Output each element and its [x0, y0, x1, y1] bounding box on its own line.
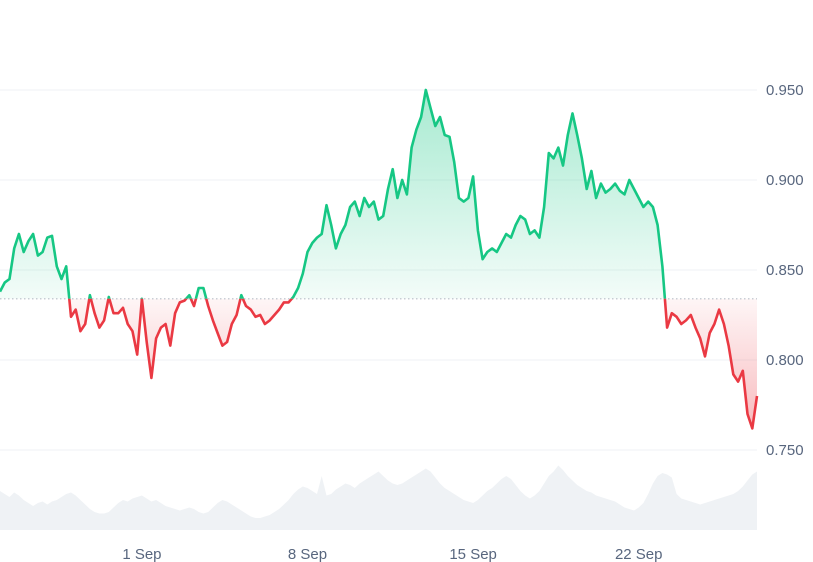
x-tick-label-2: 15 Sep: [449, 546, 497, 562]
price-fill: [0, 90, 757, 429]
volume-area-path: [0, 465, 757, 530]
price-line-below: [67, 298, 759, 430]
x-axis-ticks: 1 Sep 8 Sep 15 Sep 22 Sep: [122, 546, 662, 562]
x-tick-label-0: 1 Sep: [122, 546, 161, 562]
y-tick-label-4: 0.750: [766, 442, 804, 459]
x-tick-label-1: 8 Sep: [288, 546, 327, 562]
y-axis-ticks: 0.950 0.900 0.850 0.800 0.750: [766, 82, 804, 459]
price-fill-below: [0, 298, 757, 429]
y-tick-label-1: 0.900: [766, 172, 804, 189]
x-tick-label-3: 22 Sep: [615, 546, 663, 562]
y-tick-label-0: 0.950: [766, 82, 804, 99]
price-line-above: [0, 88, 667, 299]
price-fill-above: [0, 90, 665, 299]
volume-area: [0, 465, 757, 530]
y-tick-label-2: 0.850: [766, 262, 804, 279]
price-line: [0, 88, 759, 430]
y-tick-label-3: 0.800: [766, 352, 804, 369]
